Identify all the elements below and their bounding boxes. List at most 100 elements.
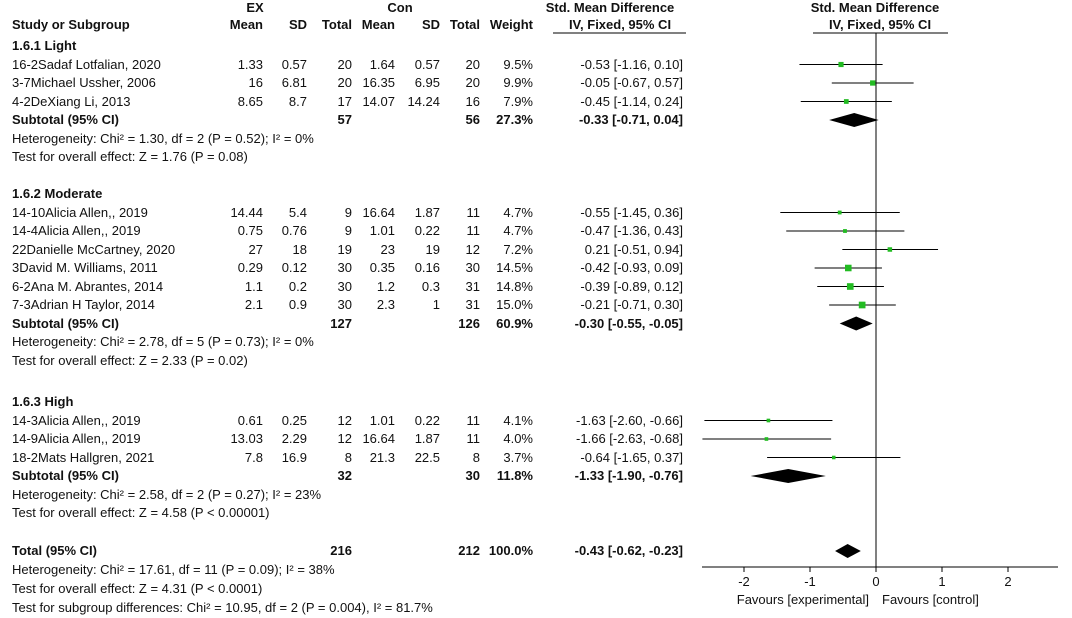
con-total: 11 [466, 204, 481, 220]
study-name: 3-7Michael Ussher, 2006 [12, 75, 156, 90]
ex-total: 12 [337, 431, 352, 446]
study-point-marker [838, 61, 844, 68]
subgroup-differences-text: Test for subgroup differences: Chi² = 10… [12, 600, 433, 615]
summary-diamond [835, 544, 861, 558]
study-point-marker [837, 210, 842, 215]
ci: -0.42 [-0.93, 0.09] [580, 260, 683, 275]
con-total: 20 [465, 56, 480, 72]
weight: 4.7% [503, 223, 533, 238]
study-name: 14-10Alicia Allen,, 2019 [12, 204, 148, 220]
con-mean: 21.3 [369, 449, 395, 465]
study-point-marker [870, 80, 876, 86]
ci: -0.53 [-1.16, 0.10] [580, 56, 683, 72]
study-name: 6-2Ana M. Abrantes, 2014 [12, 278, 164, 294]
ex-total: 8 [344, 449, 352, 465]
con-sd: 0.22 [414, 412, 440, 428]
study-name: 14-4Alicia Allen,, 2019 [12, 223, 141, 238]
summary-diamond [829, 113, 879, 127]
ex-sd: 8.7 [288, 93, 307, 109]
header-group-ex: EX [246, 0, 264, 15]
ex-sd: 0.76 [281, 223, 307, 238]
ex-mean: 2.1 [244, 297, 263, 312]
weight: 14.5% [496, 260, 533, 275]
con-sd: 1 [432, 297, 440, 312]
x-tick-label: 1 [938, 574, 945, 589]
ex-mean: 7.8 [244, 449, 263, 465]
header-smd-right: Std. Mean Difference [810, 0, 940, 15]
total-con-total: 212 [458, 543, 480, 558]
con-total: 8 [472, 449, 480, 465]
con-total: 20 [465, 75, 480, 90]
header-study: Study or Subgroup [12, 17, 130, 32]
study-name: 4-2DeXiang Li, 2013 [12, 93, 131, 109]
study-name: 16-2Sadaf Lotfalian, 2020 [12, 56, 161, 72]
study-point-marker [843, 99, 849, 104]
weight: 4.7% [503, 204, 533, 220]
con-total: 11 [466, 431, 481, 446]
study-point-marker [858, 301, 866, 309]
header-group-con: Con [387, 0, 413, 15]
con-total: 16 [465, 93, 480, 109]
ci: -1.66 [-2.63, -0.68] [576, 431, 683, 446]
con-sd: 0.22 [414, 223, 440, 238]
subtotal-ci: -0.33 [-0.71, 0.04] [578, 112, 683, 127]
ex-sd: 0.57 [281, 56, 307, 72]
total-ci: -0.43 [-0.62, -0.23] [574, 543, 683, 558]
header-con-total: Total [449, 17, 480, 32]
header-con-mean: Mean [361, 17, 395, 32]
ex-mean: 13.03 [230, 431, 263, 446]
axis-label-left: Favours [experimental] [736, 592, 869, 607]
weight: 4.0% [503, 431, 533, 446]
con-sd: 14.24 [407, 93, 440, 109]
ex-total: 30 [337, 297, 352, 312]
heterogeneity-text: Heterogeneity: Chi² = 2.78, df = 5 (P = … [12, 334, 314, 349]
ex-sd: 18 [292, 241, 307, 257]
study-point-marker [846, 283, 854, 290]
heterogeneity-text: Heterogeneity: Chi² = 2.58, df = 2 (P = … [12, 486, 322, 502]
heterogeneity-text: Heterogeneity: Chi² = 1.30, df = 2 (P = … [12, 130, 314, 146]
subtotal-weight: 11.8% [496, 468, 533, 483]
ex-mean: 1.33 [237, 56, 263, 72]
header-smd-left: Std. Mean Difference [545, 0, 675, 15]
ex-total: 20 [337, 75, 352, 90]
header-ex-total: Total [321, 17, 352, 32]
weight: 9.9% [503, 75, 533, 90]
ex-sd: 0.9 [288, 297, 307, 312]
ci: -0.05 [-0.67, 0.57] [580, 75, 683, 90]
ex-total: 17 [337, 93, 352, 109]
subgroup-title: 1.6.1 Light [12, 38, 77, 53]
overall-effect-text: Test for overall effect: Z = 4.58 (P < 0… [12, 505, 270, 520]
summary-diamond [839, 316, 873, 331]
subtotal-con-total: 30 [465, 468, 480, 483]
subtotal-label: Subtotal (95% CI) [12, 112, 119, 127]
study-point-marker [766, 418, 771, 423]
ex-sd: 2.29 [281, 431, 307, 446]
total-weight: 100.0% [488, 543, 533, 558]
summary-diamond [750, 469, 826, 483]
study-name: 14-3Alicia Allen,, 2019 [12, 412, 141, 428]
ex-mean: 8.65 [237, 93, 263, 109]
con-sd: 22.5 [414, 449, 440, 465]
con-mean: 1.64 [369, 56, 395, 72]
con-total: 31 [465, 297, 480, 312]
subtotal-ci: -0.30 [-0.55, -0.05] [574, 315, 683, 331]
ex-sd: 0.2 [288, 278, 307, 294]
con-sd: 0.16 [414, 260, 440, 275]
weight: 7.2% [503, 241, 533, 257]
subgroup-title: 1.6.2 Moderate [12, 186, 103, 201]
weight: 3.7% [503, 449, 533, 465]
con-sd: 19 [425, 241, 440, 257]
con-sd: 6.95 [414, 75, 440, 90]
ci: -0.47 [-1.36, 0.43] [580, 223, 683, 238]
header-ci-right: IV, Fixed, 95% CI [828, 17, 932, 32]
total-label: Total (95% CI) [12, 543, 97, 558]
ex-sd: 6.81 [281, 75, 307, 90]
weight: 14.8% [496, 278, 533, 294]
subtotal-con-total: 126 [458, 315, 480, 331]
header-ci-left: IV, Fixed, 95% CI [568, 17, 672, 32]
con-mean: 14.07 [362, 93, 395, 109]
con-total: 11 [466, 412, 481, 428]
header-con-sd: SD [421, 17, 440, 32]
total-ex-total: 216 [330, 543, 352, 558]
overall-effect-text: Test for overall effect: Z = 2.33 (P = 0… [12, 352, 248, 368]
